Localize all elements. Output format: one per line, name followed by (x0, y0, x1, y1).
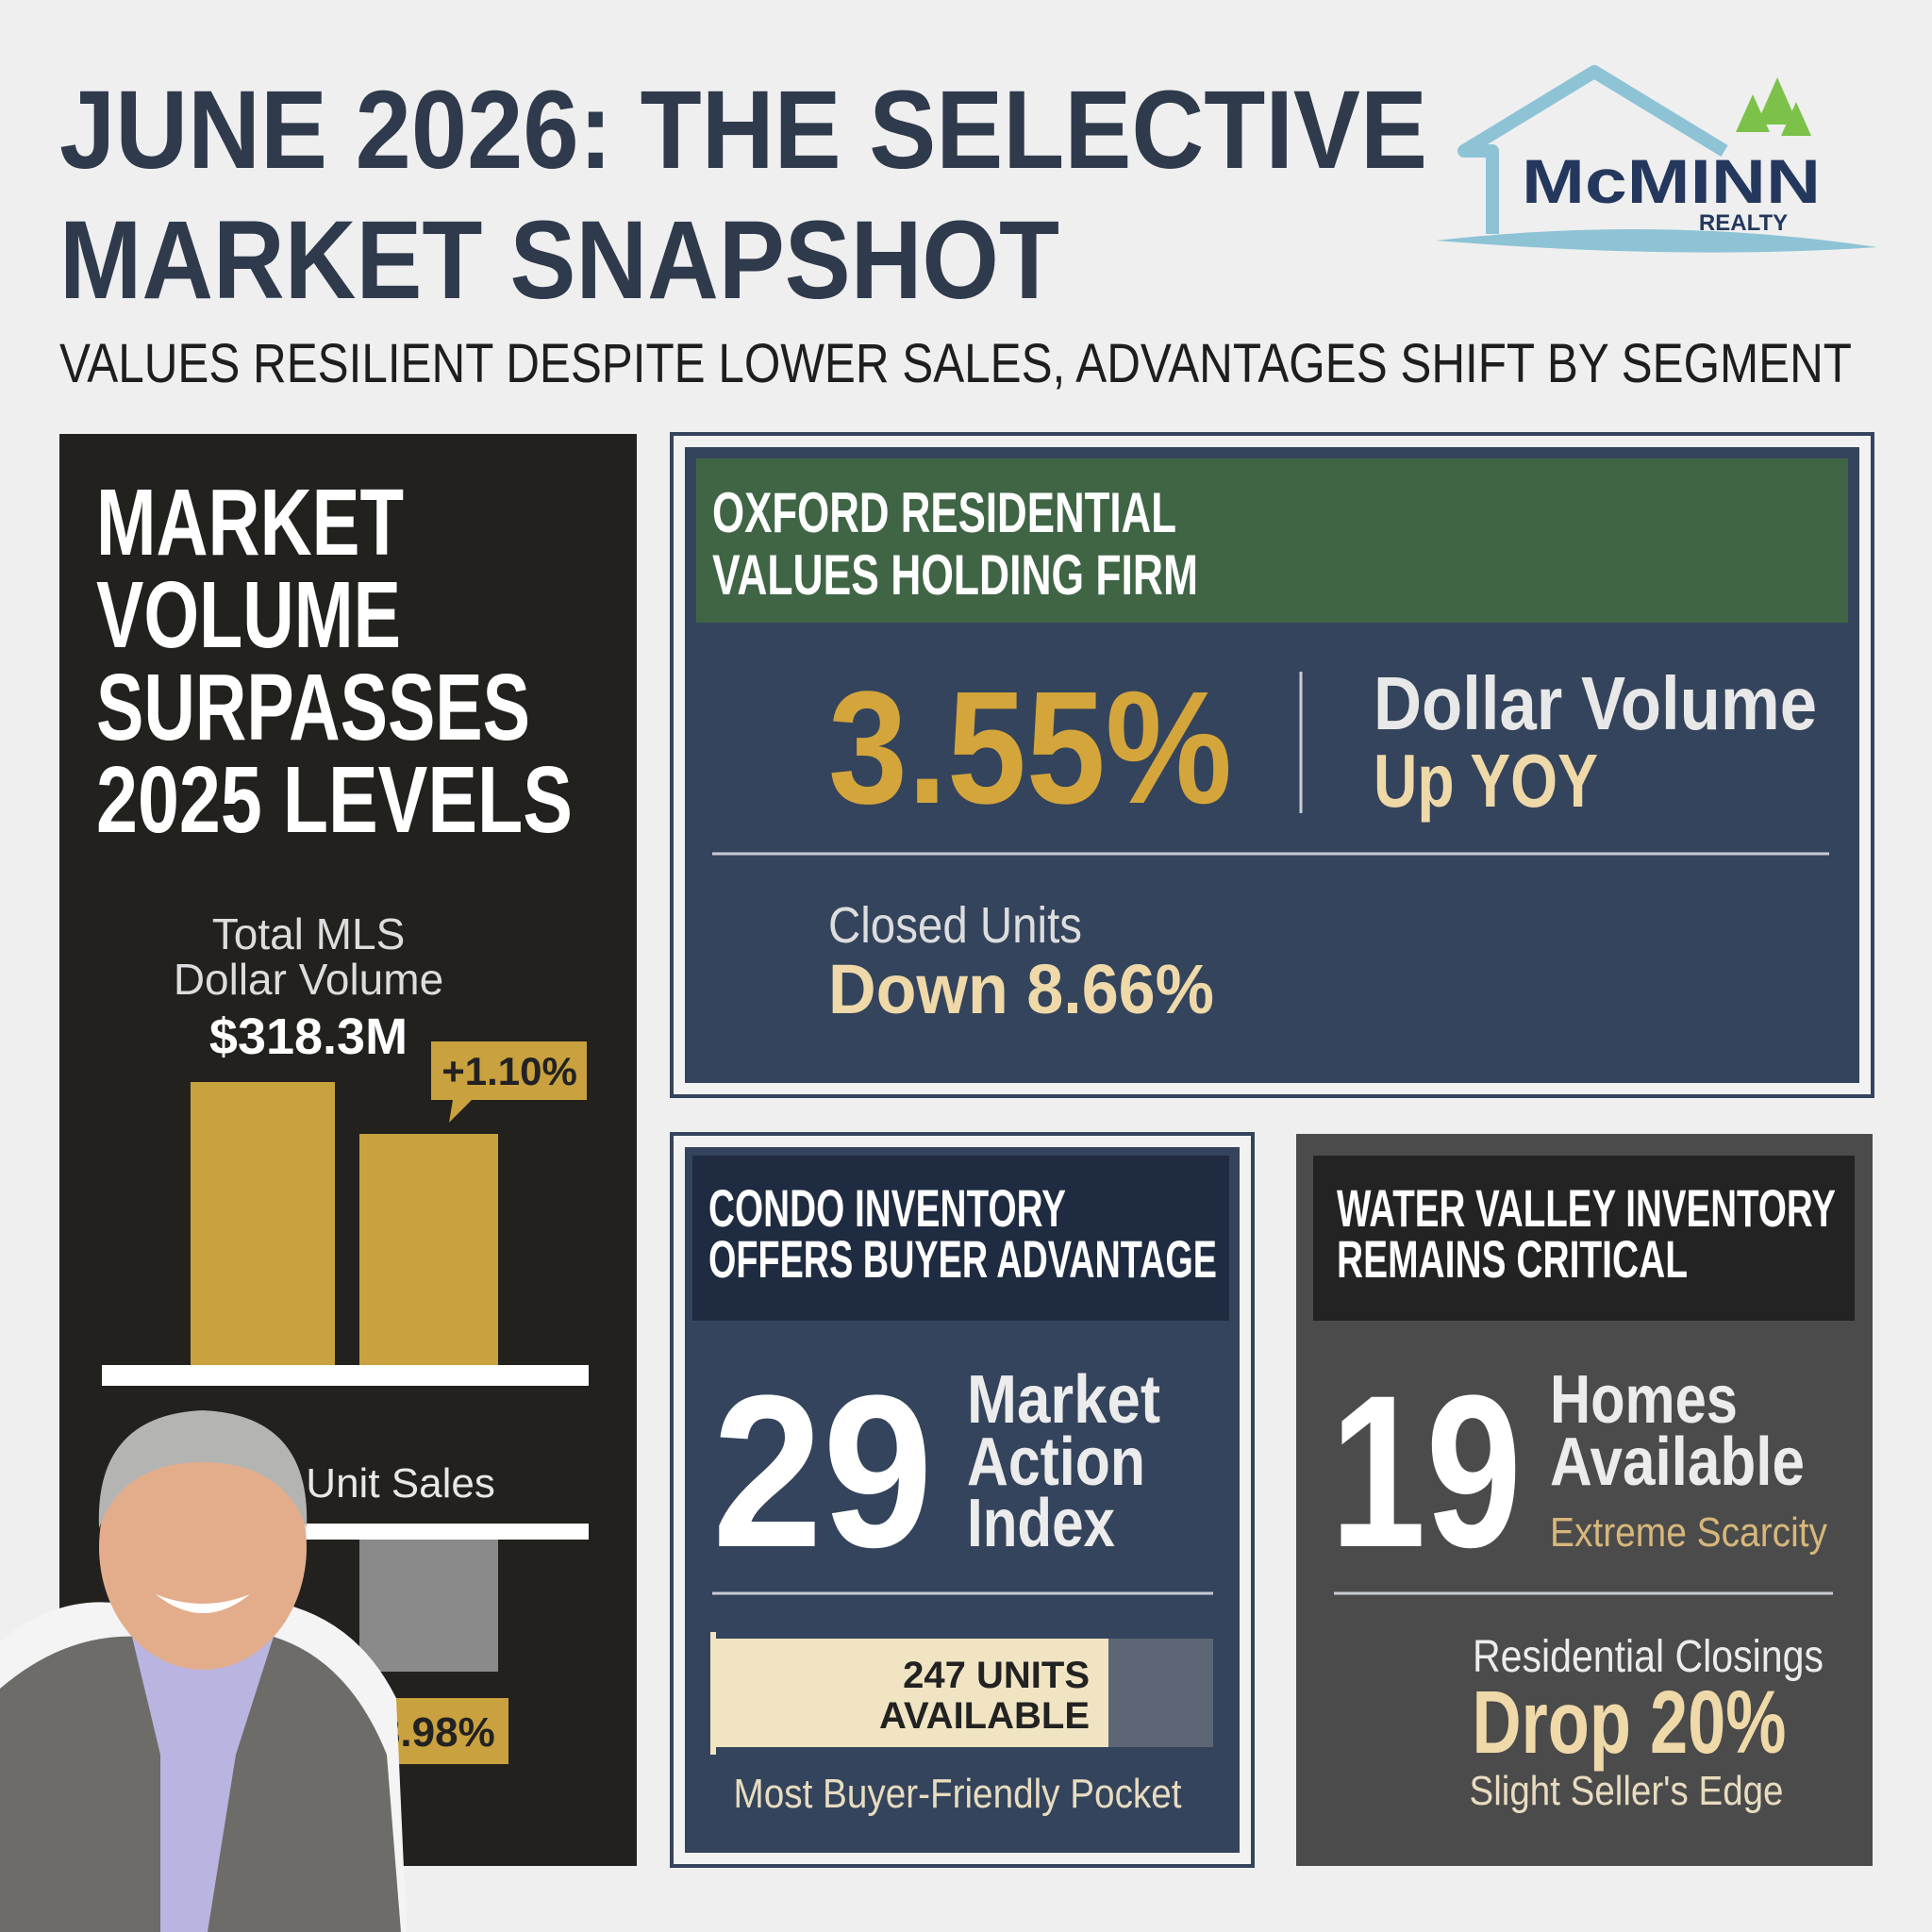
condo-stat: 29 (712, 1350, 933, 1592)
panel-heading: CONDO INVENTORY (708, 1178, 1066, 1238)
change-callout (431, 1041, 587, 1123)
subtitle: VALUES RESILIENT DESPITE LOWER SALES, AD… (59, 333, 1852, 394)
stat-label: Index (967, 1486, 1115, 1561)
panel-title-line: SURPASSES (96, 655, 530, 760)
stat-note: Extreme Scarcity (1550, 1509, 1827, 1556)
dollar-label: Total MLS (212, 909, 406, 958)
shirt (132, 1637, 274, 1932)
logo-name: McMINN (1522, 146, 1821, 216)
stat-label: Action (967, 1424, 1145, 1500)
closings-value: Drop 20% (1473, 1673, 1787, 1773)
closed-value: Down 8.66% (828, 950, 1214, 1028)
condo-note: Most Buyer-Friendly Pocket (734, 1771, 1182, 1817)
panel-title-line: MARKET (96, 470, 404, 575)
water-valley-header (1313, 1156, 1855, 1321)
closings-label: Residential Closings (1473, 1632, 1824, 1682)
volume-bar (359, 1134, 498, 1368)
panel-title-line: VOLUME (96, 562, 401, 668)
logo-tree (1757, 77, 1798, 125)
logo-tree (1781, 102, 1811, 136)
water-valley-stat: 19 (1330, 1350, 1522, 1592)
title-line: MARKET SNAPSHOT (59, 198, 1059, 323)
dollar-label: Dollar Volume (174, 955, 443, 1004)
panel-heading: OXFORD RESIDENTIAL (712, 481, 1176, 544)
inventory-label: AVAILABLE (879, 1695, 1090, 1737)
panel-title-line: 2025 LEVELS (96, 747, 573, 853)
panel-heading: WATER VALLEY INVENTORY (1337, 1178, 1836, 1238)
logo-tagline: REALTY (1699, 210, 1788, 236)
dollar-change: +1.10% (441, 1049, 577, 1093)
logo-swoosh (1436, 229, 1877, 253)
panel-heading: REMAINS CRITICAL (1337, 1229, 1688, 1289)
stat-label: Homes (1550, 1362, 1738, 1438)
stat-label: Up YOY (1374, 739, 1598, 823)
oxford-header (696, 458, 1848, 623)
stat-label: Available (1550, 1424, 1805, 1500)
volume-bar (191, 1082, 335, 1368)
stat-label: Dollar Volume (1374, 661, 1817, 745)
portrait-photo (0, 1410, 407, 1932)
unit-bar (359, 1540, 498, 1672)
title-line: JUNE 2026: THE SELECTIVE (59, 68, 1427, 192)
logo-house (1457, 65, 1728, 234)
panel-heading: OFFERS BUYER ADVANTAGE (708, 1229, 1217, 1289)
inventory-label: 247 UNITS (903, 1655, 1090, 1696)
inventory-fill (712, 1639, 1108, 1747)
inventory-edge (710, 1632, 716, 1755)
dollar-value: $318.3M (209, 1008, 408, 1065)
face (99, 1424, 307, 1670)
condo-header (692, 1156, 1229, 1321)
closings-note: Slight Seller's Edge (1470, 1768, 1784, 1814)
closed-label: Closed Units (828, 897, 1082, 954)
hair (98, 1410, 308, 1528)
smile (156, 1594, 250, 1613)
panel-heading: VALUES HOLDING FIRM (712, 543, 1198, 607)
logo: McMINN REALTY (1436, 65, 1877, 253)
oxford-stat: 3.55% (828, 658, 1232, 838)
bar-baseline (102, 1365, 589, 1386)
stat-label: Market (967, 1362, 1160, 1438)
